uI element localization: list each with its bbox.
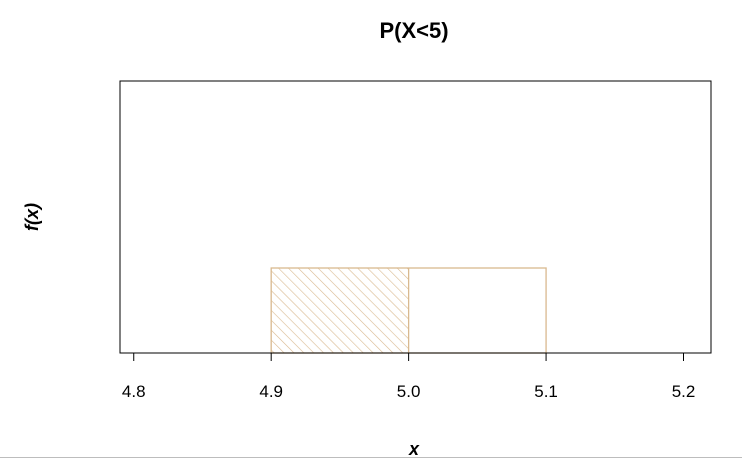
y-axis-label: f(x) — [22, 203, 42, 231]
x-tick-label: 4.8 — [122, 382, 146, 401]
plot-frame — [119, 80, 712, 354]
x-axis: 4.8 4.9 5.0 5.1 5.2 — [122, 352, 696, 401]
chart-title: P(X<5) — [379, 18, 448, 43]
x-tick-label: 5.1 — [534, 382, 558, 401]
chart-marks — [270, 267, 547, 354]
x-tick-label: 4.9 — [259, 382, 283, 401]
page-bottom-divider — [0, 457, 742, 458]
x-tick-label: 5.2 — [672, 382, 696, 401]
x-tick-label: 5.0 — [397, 382, 421, 401]
shaded-probability-region — [271, 268, 409, 353]
x-axis-label: x — [408, 439, 420, 459]
